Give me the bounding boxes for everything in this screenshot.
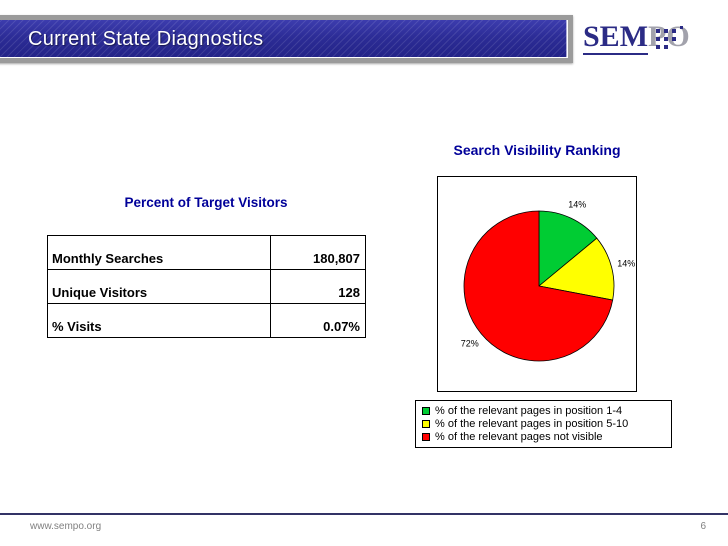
legend-label: % of the relevant pages in position 5-10: [435, 417, 629, 430]
sempo-dots-icon: [656, 26, 688, 51]
pie-slice-0: [538, 210, 598, 287]
table-row: % Visits 0.07%: [47, 303, 366, 338]
legend-label: % of the relevant pages in position 1-4: [435, 404, 623, 417]
legend-item: % of the relevant pages in position 5-10: [422, 417, 665, 430]
row-value: 0.07%: [270, 303, 366, 338]
legend-item: % of the relevant pages not visible: [422, 430, 665, 443]
pie-slice-label: 14%: [568, 200, 586, 210]
pie-slice-1: [538, 237, 615, 301]
page-title: Current State Diagnostics: [28, 28, 264, 50]
table-row: Monthly Searches 180,807: [47, 235, 366, 270]
pie-chart: 14% 14% 72%: [461, 200, 635, 362]
legend-swatch-icon: [422, 419, 430, 428]
footer-url: www.sempo.org: [30, 521, 102, 532]
row-label: Unique Visitors: [47, 269, 271, 304]
chart-legend: % of the relevant pages in position 1-4%…: [415, 400, 672, 448]
visitors-section-title: Percent of Target Visitors: [124, 195, 288, 210]
pie-chart-frame: 14% 14% 72%: [437, 176, 637, 392]
row-label: % Visits: [47, 303, 271, 338]
row-value: 180,807: [270, 235, 366, 270]
header-bar: Current State Diagnostics: [0, 15, 573, 63]
legend-swatch-icon: [422, 406, 430, 415]
footer-divider: [0, 513, 728, 515]
chart-title: Search Visibility Ranking: [453, 142, 621, 158]
pie-slice-2: [463, 210, 614, 362]
table-row: Unique Visitors 128: [47, 269, 366, 304]
row-value: 128: [270, 269, 366, 304]
legend-swatch-icon: [422, 432, 430, 441]
sempo-logo: SEMPO: [583, 22, 690, 55]
legend-label: % of the relevant pages not visible: [435, 430, 603, 443]
visitors-table: Monthly Searches 180,807 Unique Visitors…: [47, 235, 366, 338]
row-label: Monthly Searches: [47, 235, 271, 270]
logo-sem-text: SEM: [583, 20, 649, 55]
pie-slice-label: 14%: [617, 259, 635, 269]
legend-item: % of the relevant pages in position 1-4: [422, 404, 665, 417]
pie-slice-label: 72%: [461, 338, 479, 348]
page-number: 6: [700, 521, 706, 532]
